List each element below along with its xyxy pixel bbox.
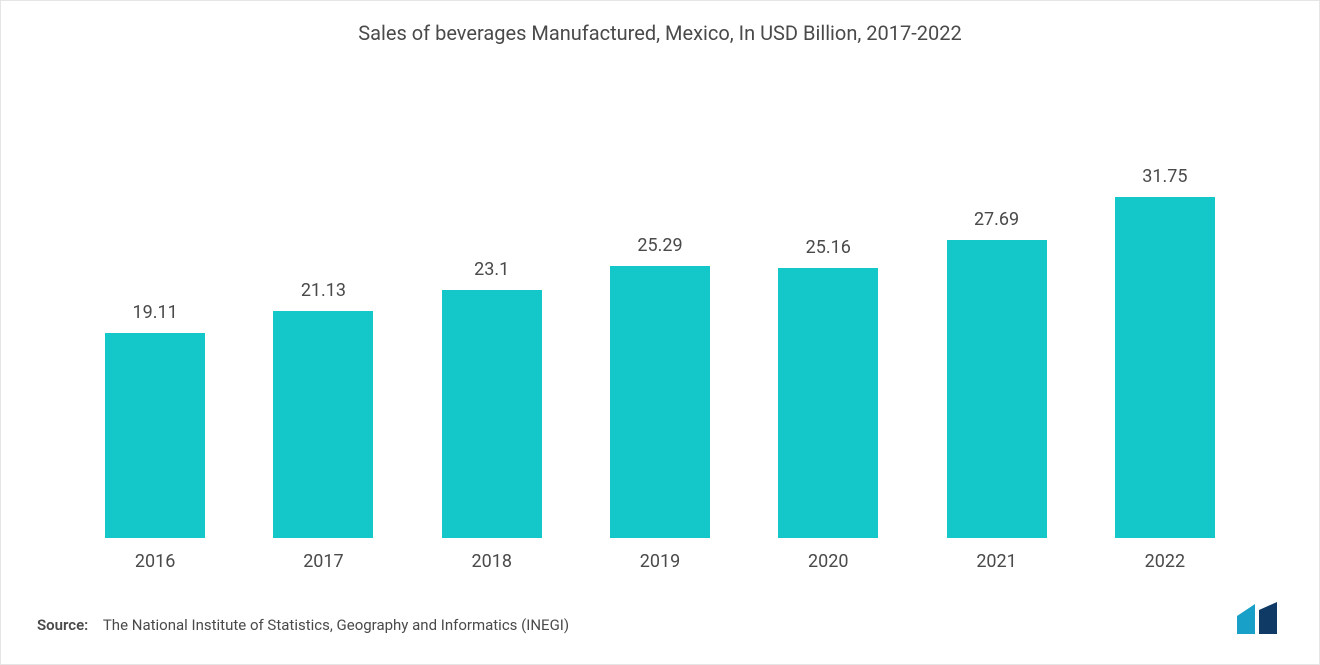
x-tick: 2021 [917,551,1077,572]
chart-footer: Source: The National Institute of Statis… [31,602,1289,634]
x-tick: 2016 [75,551,235,572]
plot-area: 19.11 21.13 23.1 25.29 25.16 27.69 31.75 [31,55,1289,539]
source-line: Source: The National Institute of Statis… [37,616,569,634]
brand-logo-icon [1237,602,1283,634]
value-label: 27.69 [974,209,1019,230]
x-tick: 2018 [412,551,572,572]
x-tick: 2017 [243,551,403,572]
x-axis: 2016 2017 2018 2019 2020 2021 2022 [31,539,1289,572]
bar [105,333,205,538]
x-tick: 2019 [580,551,740,572]
bar-group: 27.69 [917,75,1077,538]
bar-group: 25.16 [748,75,908,538]
chart-title: Sales of beverages Manufactured, Mexico,… [31,21,1289,45]
value-label: 21.13 [301,280,346,301]
value-label: 23.1 [474,259,509,280]
bar-group: 19.11 [75,75,235,538]
value-label: 19.11 [133,302,178,323]
chart-container: Sales of beverages Manufactured, Mexico,… [1,1,1319,664]
x-tick: 2022 [1085,551,1245,572]
bar [947,240,1047,538]
bar [610,266,710,538]
value-label: 25.16 [806,237,851,258]
source-text: The National Institute of Statistics, Ge… [103,616,569,634]
bar [273,311,373,538]
bar-group: 23.1 [412,75,572,538]
bar-group: 25.29 [580,75,740,538]
x-tick: 2020 [748,551,908,572]
bar [778,268,878,538]
source-label: Source: [37,616,88,634]
value-label: 31.75 [1142,166,1187,187]
logo-bar2 [1259,602,1277,634]
logo-bar1 [1237,604,1255,634]
bar-group: 31.75 [1085,75,1245,538]
bar [442,290,542,538]
bar-group: 21.13 [243,75,403,538]
value-label: 25.29 [637,235,682,256]
bar [1115,197,1215,538]
